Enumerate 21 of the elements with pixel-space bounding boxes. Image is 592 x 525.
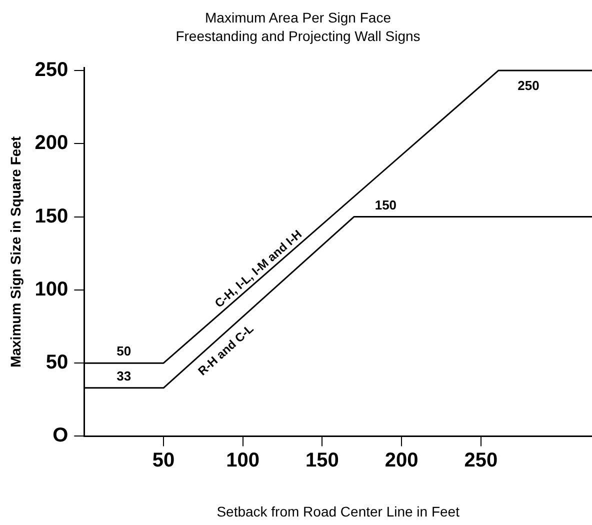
x-tick-label: 100 xyxy=(226,450,260,472)
y-tick-label: O xyxy=(52,424,68,447)
y-axis-title: Maximum Sign Size in Square Feet xyxy=(7,136,24,368)
y-tick-label: 200 xyxy=(34,132,68,154)
x-tick-label: 150 xyxy=(306,450,339,472)
text: C-H, I-L, I-M and I-H xyxy=(212,227,305,310)
x-tick-label: 250 xyxy=(464,450,498,472)
y-tick-label: 50 xyxy=(46,352,68,374)
chart-subtitle: Freestanding and Projecting Wall Signs xyxy=(176,28,420,44)
text: R-H and C-L xyxy=(195,322,256,378)
x-tick-label: 200 xyxy=(384,450,418,472)
y-tick-label: 150 xyxy=(34,205,68,228)
y-tick-label: 100 xyxy=(34,278,68,300)
annotation: 33 xyxy=(116,368,132,384)
x-axis-title: Setback from Road Center Line in Feet xyxy=(216,503,460,520)
annotation: 50 xyxy=(116,344,132,359)
annotation: 150 xyxy=(374,197,397,212)
annotation: 250 xyxy=(518,78,540,94)
y-tick-label: 250 xyxy=(34,59,68,82)
x-tick-label: 50 xyxy=(152,450,175,472)
chart-title: Maximum Area Per Sign Face xyxy=(205,9,392,26)
